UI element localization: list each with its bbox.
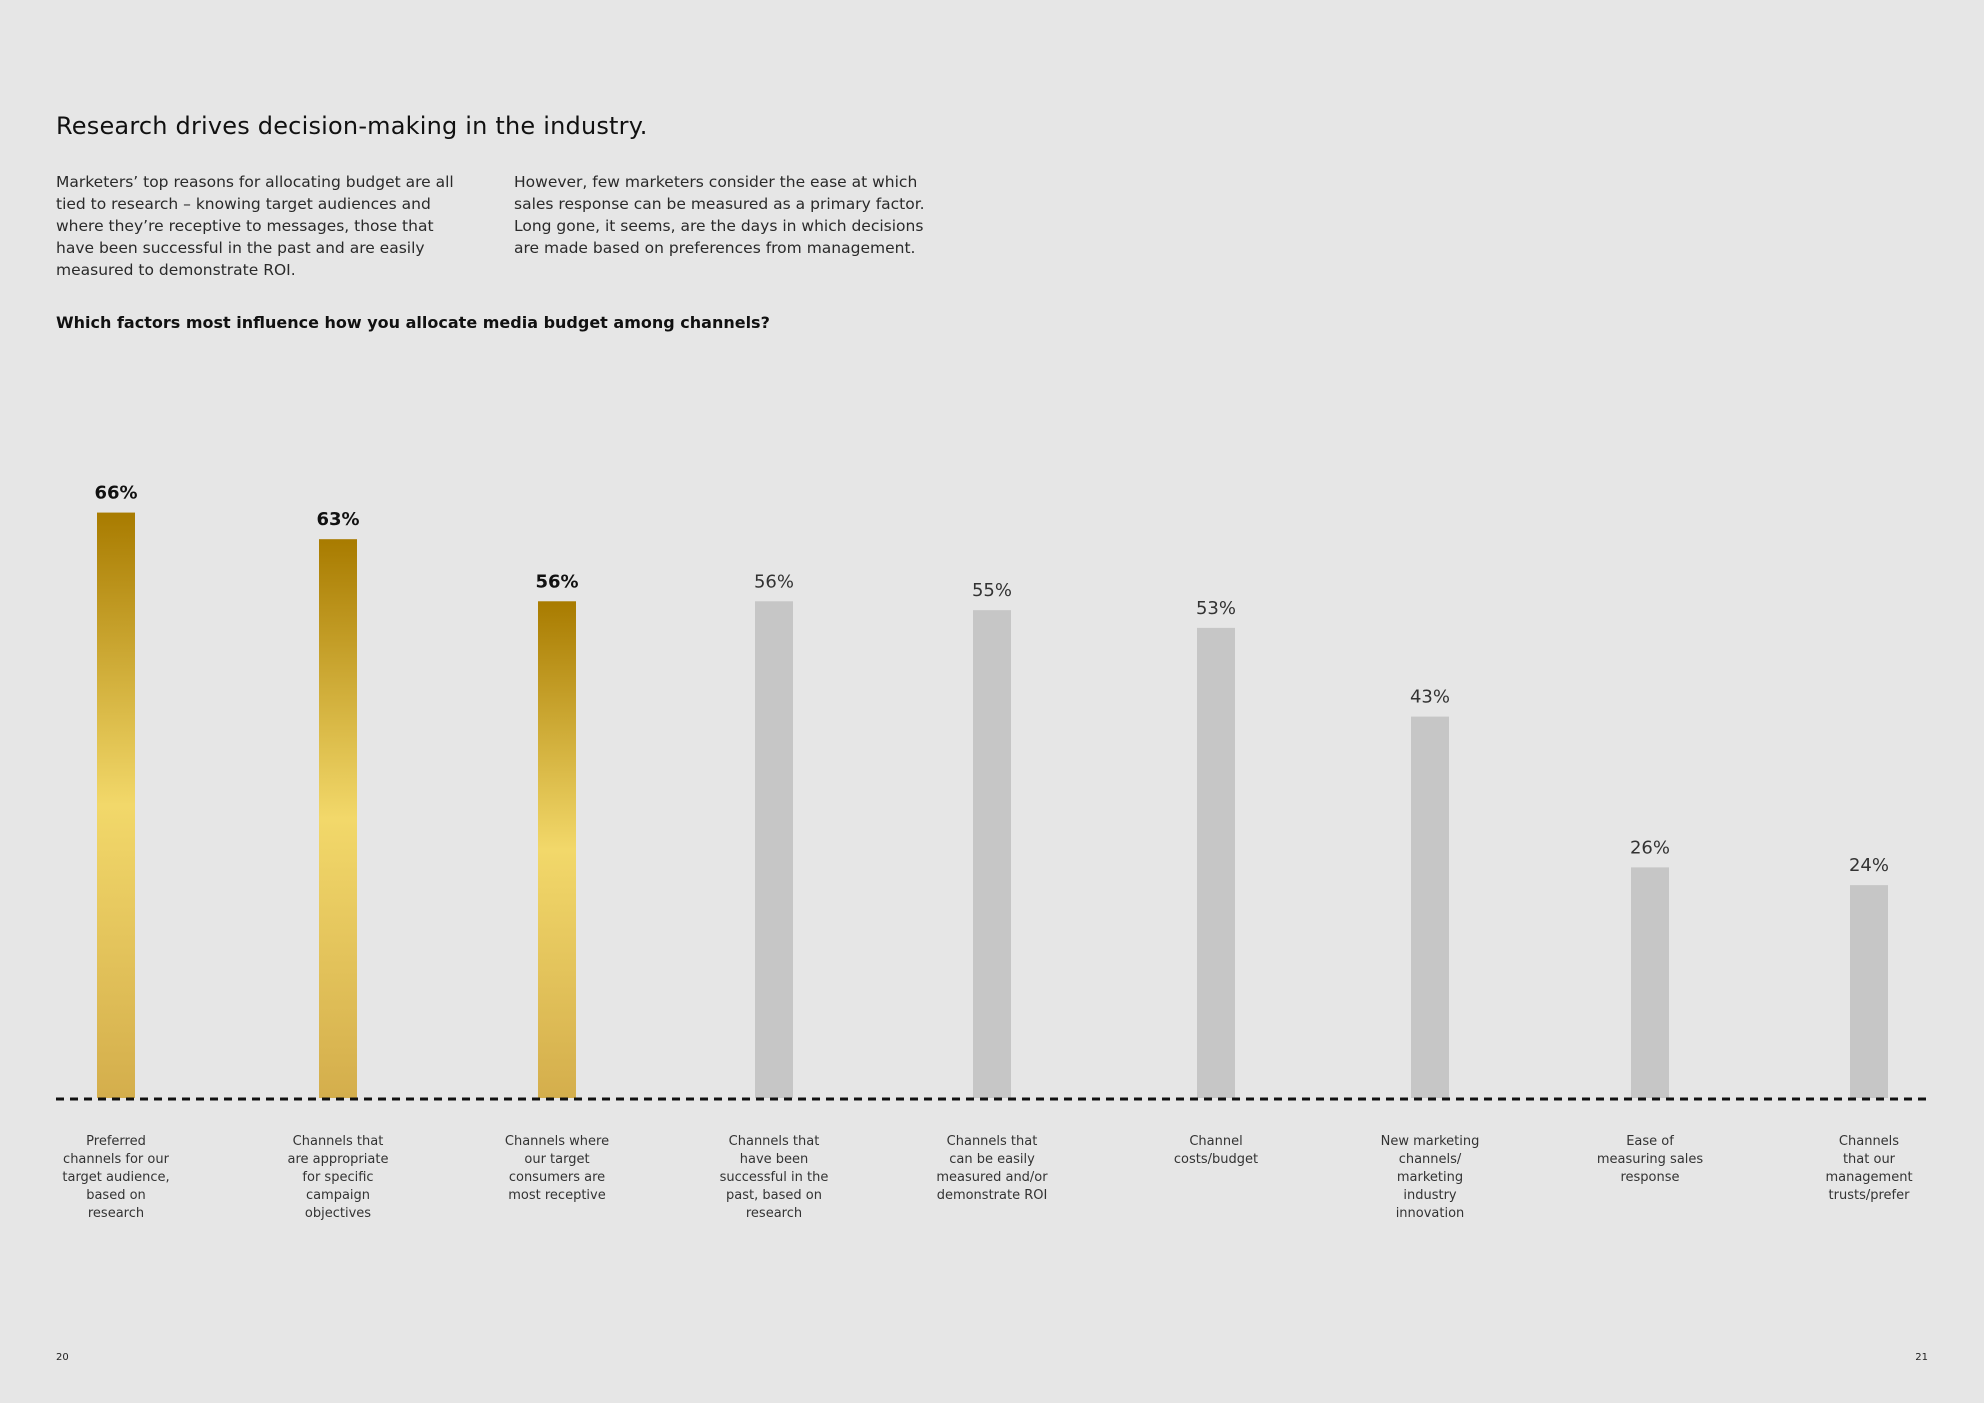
category-label-4: Channels that have been successful in th… xyxy=(719,1134,829,1221)
category-label-6: Channel costs/budget xyxy=(1173,1134,1259,1167)
chart-question: Which factors most influence how you all… xyxy=(56,313,770,332)
value-label-8: 26% xyxy=(1630,837,1670,858)
value-label-5: 55% xyxy=(972,580,1012,601)
bar-2 xyxy=(319,539,357,1098)
category-label-1: Preferred channels for our target audien… xyxy=(62,1134,170,1221)
intro-paragraph-right: However, few marketers consider the ease… xyxy=(514,173,925,257)
category-label-8: Ease of measuring sales response xyxy=(1596,1134,1704,1185)
category-label-9: Channels that our management trusts/pref… xyxy=(1825,1134,1913,1203)
value-label-2: 63% xyxy=(316,509,359,530)
value-label-3: 56% xyxy=(535,571,578,592)
page-number-left: 20 xyxy=(56,1352,69,1363)
page-title: Research drives decision-making in the i… xyxy=(56,112,648,140)
value-label-1: 66% xyxy=(94,483,137,504)
category-label-2: Channels that are appropriate for specif… xyxy=(287,1134,389,1221)
bar-9 xyxy=(1850,885,1888,1098)
bar-1 xyxy=(97,512,135,1098)
bars-group xyxy=(97,512,1888,1098)
value-label-7: 43% xyxy=(1410,687,1450,708)
bar-6 xyxy=(1197,627,1235,1098)
category-label-5: Channels that can be easily measured and… xyxy=(936,1134,1048,1203)
value-label-9: 24% xyxy=(1849,855,1889,876)
bar-4 xyxy=(755,601,793,1098)
value-label-6: 53% xyxy=(1196,598,1236,619)
value-label-4: 56% xyxy=(754,571,794,592)
bar-7 xyxy=(1411,716,1449,1098)
bar-3 xyxy=(538,601,576,1098)
value-labels-group: 66% 63% 56% 56% 55% 53% 43% 26% 24% xyxy=(94,483,1889,877)
bar-5 xyxy=(973,610,1011,1098)
page-number-right: 21 xyxy=(1915,1352,1928,1363)
intro-paragraph-left: Marketers’ top reasons for allocating bu… xyxy=(56,173,454,279)
bar-8 xyxy=(1631,867,1669,1098)
category-label-3: Channels where our target consumers are … xyxy=(504,1134,610,1203)
category-label-7: New marketing channels/ marketing indust… xyxy=(1380,1134,1480,1221)
